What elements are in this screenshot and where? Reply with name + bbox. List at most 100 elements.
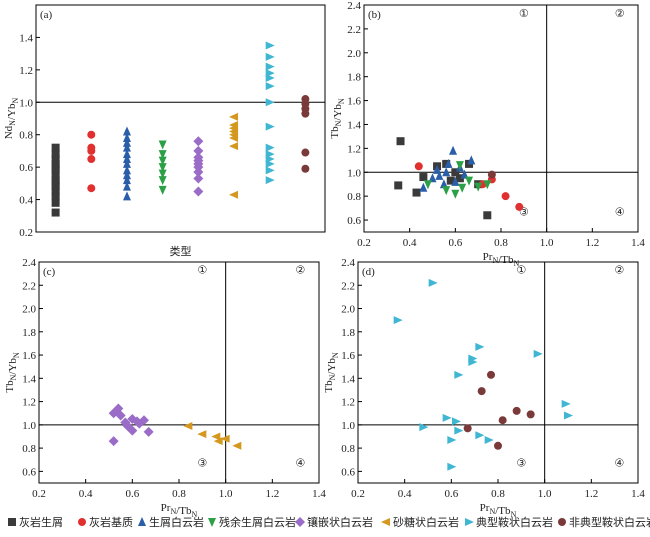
data-point-residual-bioclastic-dolomite xyxy=(451,189,460,199)
y-tick-label-a: 0.6 xyxy=(19,162,33,174)
data-point-limestone-debris xyxy=(51,208,60,217)
data-point-limestone-matrix xyxy=(501,192,510,201)
y-tick-label-c: 1.8 xyxy=(22,327,36,339)
data-point-limestone-debris xyxy=(419,173,428,182)
legend-label-mosaic-dolomite: 镶嵌状白云岩 xyxy=(307,515,373,529)
data-point-atypical-saddle-dolomite xyxy=(477,387,486,396)
data-point-residual-bioclastic-dolomite xyxy=(158,156,167,166)
x-tick-label-d: 1.0 xyxy=(538,488,552,500)
x-axis-label-d: PrN/TbN xyxy=(480,502,517,519)
data-point-mosaic-dolomite xyxy=(193,145,204,156)
y-tick-label-d: 1.8 xyxy=(341,327,355,339)
data-point-limestone-matrix xyxy=(87,143,96,152)
quadrant-1-label-d: ① xyxy=(516,264,526,277)
data-point-mosaic-dolomite xyxy=(193,173,204,184)
data-point-limestone-debris xyxy=(412,188,421,197)
data-point-typical-saddle-dolomite xyxy=(447,435,457,444)
y-tick-label-d: 1.2 xyxy=(341,397,355,409)
quadrant-4-label-d: ④ xyxy=(614,457,624,470)
data-point-residual-bioclastic-dolomite xyxy=(455,161,464,171)
panel-label-b: (b) xyxy=(368,9,381,21)
data-point-typical-saddle-dolomite xyxy=(265,150,275,159)
data-point-bioclastic-dolomite xyxy=(122,154,131,164)
panel-label-d: (d) xyxy=(362,266,375,278)
plot-frame-b xyxy=(363,4,639,233)
data-point-sugary-dolomite xyxy=(229,142,239,151)
data-point-limestone-matrix xyxy=(87,130,96,139)
data-point-residual-bioclastic-dolomite xyxy=(158,176,167,186)
data-point-typical-saddle-dolomite xyxy=(265,62,275,71)
data-point-mosaic-dolomite xyxy=(115,410,126,421)
y-tick-label-b: 2.0 xyxy=(347,48,361,60)
data-point-atypical-saddle-dolomite xyxy=(512,406,521,415)
legend-marker-typical-saddle-dolomite xyxy=(465,518,474,526)
data-point-limestone-debris xyxy=(51,143,60,152)
data-point-limestone-debris xyxy=(51,171,60,180)
y-tick-label-d: 1.4 xyxy=(341,373,355,385)
data-point-typical-saddle-dolomite xyxy=(265,143,275,152)
data-point-mosaic-dolomite xyxy=(139,415,149,426)
x-tick-label-c: 0.6 xyxy=(125,488,139,500)
legend-marker-sugary-dolomite xyxy=(381,518,390,526)
y-tick-label-c: 1.2 xyxy=(22,397,36,409)
x-tick-label-d: 0.2 xyxy=(351,488,365,500)
data-point-bioclastic-dolomite xyxy=(122,132,131,142)
data-point-atypical-saddle-dolomite xyxy=(494,441,502,450)
data-point-bioclastic-dolomite xyxy=(439,179,448,189)
x-tick-label-c: 1.0 xyxy=(219,488,233,500)
quadrant-2-label-d: ② xyxy=(614,264,624,277)
data-point-bioclastic-dolomite xyxy=(419,182,428,192)
data-point-sugary-dolomite xyxy=(220,434,230,443)
y-tick-label-b: 1.6 xyxy=(347,96,361,108)
legend: 灰岩生屑 灰岩基质 生屑白云岩 残余生屑白云岩 镶嵌状白云岩 砂糖状白云岩 典型鞍状白云岩 非… xyxy=(8,515,650,529)
data-point-residual-bioclastic-dolomite xyxy=(158,169,167,179)
y-tick-label-b: 0.8 xyxy=(347,191,361,203)
legend-label-residual-bioclastic-dolomite: 残余生屑白云岩 xyxy=(219,515,296,529)
data-point-typical-saddle-dolomite xyxy=(475,342,485,351)
y-tick-label-d: 1.0 xyxy=(341,420,355,432)
data-point-limestone-debris xyxy=(446,176,455,185)
data-point-bioclastic-dolomite xyxy=(460,169,469,179)
y-tick-label-c: 1.4 xyxy=(22,373,36,385)
data-point-sugary-dolomite xyxy=(213,437,223,446)
y-tick-label-a: 0.8 xyxy=(19,130,33,142)
quadrant-3-label-c: ③ xyxy=(197,457,207,470)
data-point-typical-saddle-dolomite xyxy=(484,435,494,444)
data-point-bioclastic-dolomite xyxy=(122,181,131,191)
data-point-mosaic-dolomite xyxy=(193,136,204,147)
data-point-atypical-saddle-dolomite xyxy=(301,95,310,104)
data-point-limestone-debris xyxy=(51,192,60,201)
y-tick-label-c: 2.2 xyxy=(22,280,36,292)
x-tick-label-d: 0.6 xyxy=(444,488,458,500)
data-point-residual-bioclastic-dolomite xyxy=(465,176,474,186)
data-point-residual-bioclastic-dolomite xyxy=(442,186,451,196)
x-axis-label-b: PrN/TbN xyxy=(483,251,520,268)
plot-frame-d xyxy=(357,261,639,484)
data-point-bioclastic-dolomite xyxy=(428,173,437,183)
data-point-limestone-debris xyxy=(396,137,405,146)
data-point-typical-saddle-dolomite xyxy=(468,358,478,367)
data-point-residual-bioclastic-dolomite xyxy=(458,183,467,193)
y-axis-label-a: NdN/YbN xyxy=(3,98,20,140)
data-point-atypical-saddle-dolomite xyxy=(487,370,495,379)
data-point-limestone-debris xyxy=(451,168,460,177)
data-point-residual-bioclastic-dolomite xyxy=(423,180,432,190)
y-tick-label-b: 1.2 xyxy=(347,143,361,155)
data-point-mosaic-dolomite xyxy=(108,436,119,447)
x-tick-label-d: 0.4 xyxy=(398,488,412,500)
data-point-typical-saddle-dolomite xyxy=(393,316,403,325)
data-point-bioclastic-dolomite xyxy=(122,142,131,152)
data-point-sugary-dolomite xyxy=(197,430,207,439)
data-point-residual-bioclastic-dolomite xyxy=(483,180,492,190)
data-point-typical-saddle-dolomite xyxy=(442,413,452,422)
quadrant-4-label-c: ④ xyxy=(295,457,305,470)
data-point-residual-bioclastic-dolomite xyxy=(158,150,167,160)
data-point-limestone-matrix xyxy=(87,155,96,164)
x-tick-label-b: 1.2 xyxy=(585,237,599,249)
legend-label-atypical-saddle-dolomite: 非典型鞍状白云岩 xyxy=(569,515,650,529)
data-point-mosaic-dolomite xyxy=(193,152,204,163)
data-point-typical-saddle-dolomite xyxy=(454,370,464,379)
data-point-bioclastic-dolomite xyxy=(122,191,131,201)
legend-marker-bioclastic-dolomite xyxy=(138,517,146,526)
x-tick-label-b: 0.4 xyxy=(403,237,417,249)
